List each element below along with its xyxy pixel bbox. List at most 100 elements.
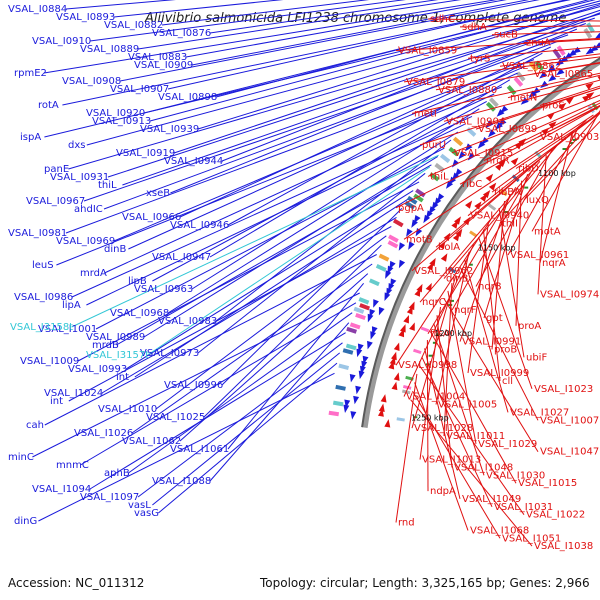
gene-label-reverse[interactable]: VSAL_I0999 [470,368,529,379]
gene-label-reverse[interactable]: metI [414,108,437,119]
gene-label-forward[interactable]: VSAL_I0939 [140,124,199,135]
gene-label-forward[interactable]: rpmE2 [14,68,47,79]
gene-label-forward[interactable]: VSAL_I0907 [110,84,169,95]
gene-label-reverse[interactable]: proB [494,344,517,355]
gene-label-forward[interactable]: VSAL_I0889 [80,44,139,55]
gene-label-reverse[interactable]: thiL [430,171,449,182]
gene-label-reverse[interactable]: VSAL_I1038 [534,541,593,552]
gene-label-forward[interactable]: dxs [68,140,85,151]
gene-label-forward[interactable]: VSAL_I1094 [32,484,91,495]
gene-label-reverse[interactable]: VSAL_I0991 [462,337,521,348]
gene-label-reverse[interactable]: VSAL_I1013 [422,455,481,466]
gene-label-forward[interactable]: VSAL_I0883 [128,52,187,63]
gene-label-reverse[interactable]: VSAL_I0880 [438,85,497,96]
gene-label-reverse[interactable]: gpt [486,313,503,324]
gene-label-forward[interactable]: VSAL_I0882 [104,20,163,31]
gene-label-forward[interactable]: VSAL_I0973 [140,348,199,359]
gene-label-reverse[interactable]: cll [502,376,513,387]
gene-label-forward[interactable]: VSAL_I0920 [86,108,145,119]
gene-label-forward[interactable]: VSAL_I0981 [8,228,67,239]
gene-label-forward[interactable]: VSAL_I1024 [44,388,103,399]
gene-label-reverse[interactable]: VSAL_I0879 [406,77,465,88]
gene-label-reverse[interactable]: ndpA [430,486,456,497]
gene-label-forward[interactable]: VSAL_I0989 [86,332,145,343]
gene-label-reverse[interactable]: ribC [462,179,482,190]
gene-label-forward[interactable]: VSAL_I1097 [80,492,139,503]
gene-label-forward[interactable]: VSAL_I1025 [146,412,205,423]
gene-label-forward[interactable]: aphB [104,468,130,479]
gene-label-forward[interactable]: VSAL_I1061 [170,444,229,455]
gene-label-reverse[interactable]: ribBA [494,187,521,198]
gene-label-forward[interactable]: int [116,372,129,383]
gene-label-forward[interactable]: VSAL_I0983 [158,316,217,327]
gene-label-reverse[interactable]: sucB [494,30,518,41]
gene-label-forward[interactable]: lipA [62,300,81,311]
gene-label-reverse[interactable]: VSAL_I1028 [414,423,473,434]
gene-label-reverse[interactable]: motB [406,234,433,245]
gene-label-forward[interactable]: VSAL_I0876 [152,28,211,39]
gene-label-reverse[interactable]: motA [534,226,561,237]
gene-label-forward[interactable]: dinB [104,244,126,255]
gene-label-reverse[interactable]: purU [422,140,446,151]
gene-label-reverse[interactable]: bolA [438,242,460,253]
gene-label-reverse[interactable]: nqrF [454,305,477,316]
gene-label-reverse[interactable]: proA [518,321,541,332]
gene-label-rna[interactable]: VSAL_I3158t [10,322,73,333]
gene-label-forward[interactable]: VSAL_I0931 [50,172,109,183]
gene-label-forward[interactable]: VSAL_I0919 [116,148,175,159]
gene-label-reverse[interactable]: VSAL_I0974 [540,289,599,300]
gene-label-forward[interactable]: lipB [128,276,147,287]
gene-label-forward[interactable]: VSAL_I0884 [8,4,67,15]
gene-label-reverse[interactable]: nqrC [422,297,446,308]
gene-label-forward[interactable]: mnmC [56,460,89,471]
gene-label-reverse[interactable]: ribD [518,164,539,175]
gene-label-forward[interactable]: minC [8,452,34,463]
gene-label-reverse[interactable]: sdhA [462,22,487,33]
gene-label-forward[interactable]: int [50,396,63,407]
gene-label-reverse[interactable]: VSAL_I1049 [462,494,521,505]
gene-label-reverse[interactable]: VSAL_I0903 [540,132,599,143]
gene-label-reverse[interactable]: VSAL_I1048 [454,463,513,474]
gene-label-reverse[interactable]: VSAL_I1004 [406,392,465,403]
gene-label-forward[interactable]: VSAL_I0966 [122,212,181,223]
gene-label-reverse[interactable]: VSAL_I1027 [510,407,569,418]
gene-label-forward[interactable]: VSAL_I0993 [68,364,127,375]
gene-label-forward[interactable]: VSAL_I0898 [158,92,217,103]
gene-label-reverse[interactable]: dinB [446,274,468,285]
gene-label-forward[interactable]: VSAL_I0963 [134,284,193,295]
gene-label-forward[interactable]: VSAL_I1088 [152,476,211,487]
gene-label-forward[interactable]: VSAL_I1026 [74,428,133,439]
gene-label-reverse[interactable]: VSAL_I1031 [494,502,553,513]
gene-label-forward[interactable]: VSAL_I0947 [152,252,211,263]
gene-label-forward[interactable]: panE [44,164,69,175]
gene-label-reverse[interactable]: VSAL_I1068 [470,525,529,536]
gene-label-reverse[interactable]: sdhC [430,14,455,25]
gene-label-reverse[interactable]: znuA [526,38,551,49]
gene-label-reverse[interactable]: VSAL_I0940 [470,211,529,222]
gene-label-forward[interactable]: VSAL_I1062 [122,436,181,447]
gene-label-reverse[interactable]: VSAL_I0961 [510,250,569,261]
gene-label-forward[interactable]: VSAL_I0910 [32,36,91,47]
gene-label-reverse[interactable]: VSAL_I1015 [518,478,577,489]
gene-label-reverse[interactable]: pgpA [398,203,424,214]
gene-label-forward[interactable]: VSAL_I1001 [38,324,97,335]
gene-label-reverse[interactable]: VSAL_I0998 [398,360,457,371]
gene-label-forward[interactable]: vasL [128,500,151,511]
gene-label-reverse[interactable]: VSAL_I1030 [486,470,545,481]
gene-label-forward[interactable]: VSAL_I0893 [56,12,115,23]
gene-label-forward[interactable]: mrdB [92,340,119,351]
gene-label-forward[interactable]: vasG [134,508,159,519]
gene-label-forward[interactable]: VSAL_I0909 [134,60,193,71]
gene-label-forward[interactable]: ahdIC [74,204,103,215]
gene-label-reverse[interactable]: nqrA [542,258,566,269]
gene-label-reverse[interactable]: VSAL_I0915 [454,148,513,159]
gene-label-reverse[interactable]: VSAL_I1005 [438,400,497,411]
gene-label-reverse[interactable]: VSAL_I0862 [502,61,561,72]
gene-label-reverse[interactable]: VSAL_I0904 [446,116,505,127]
gene-label-forward[interactable]: VSAL_I0946 [170,220,229,231]
gene-label-forward[interactable]: VSAL_I0996 [164,380,223,391]
gene-label-forward[interactable]: VSAL_I0908 [62,76,121,87]
gene-label-forward[interactable]: VSAL_I0967 [26,196,85,207]
gene-label-forward[interactable]: VSAL_I1010 [98,404,157,415]
gene-label-forward[interactable]: VSAL_I0968 [110,308,169,319]
